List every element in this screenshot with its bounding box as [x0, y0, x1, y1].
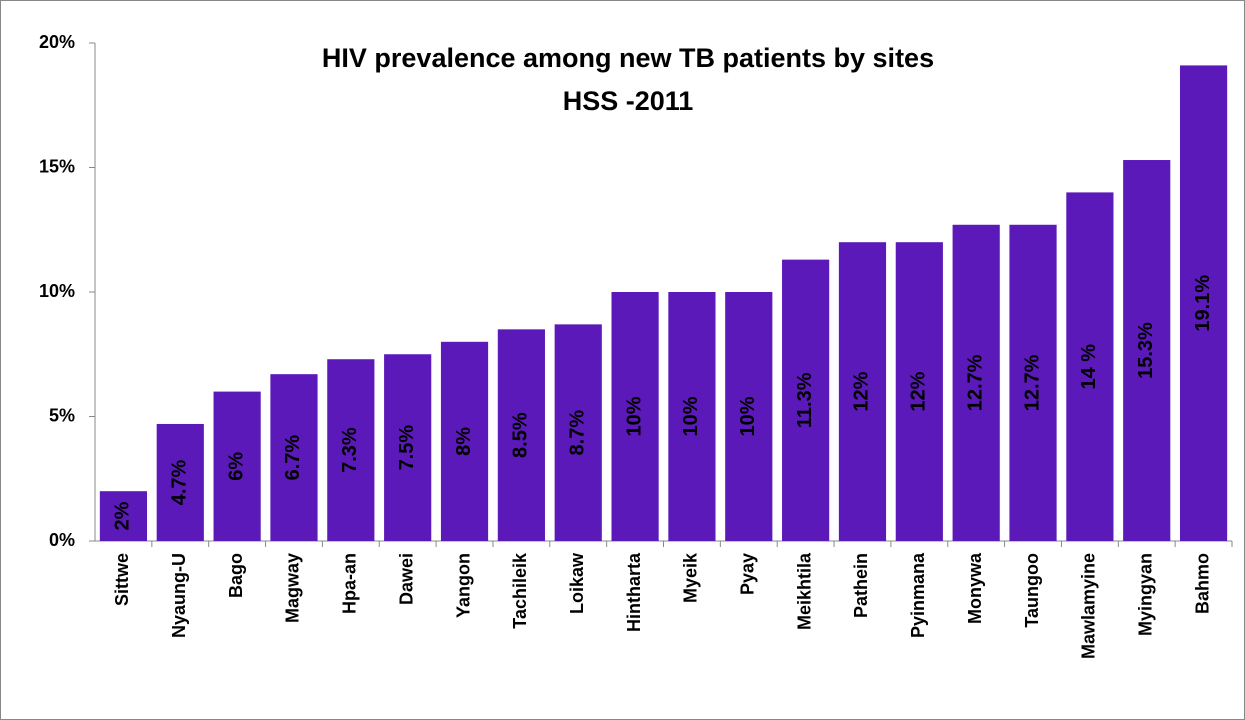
bar: [725, 292, 773, 541]
x-tick-label: Hintharta: [624, 552, 644, 632]
y-tick-label: 20%: [39, 32, 75, 52]
value-label: 10%: [680, 396, 702, 436]
value-label: 19.1%: [1192, 275, 1214, 332]
value-label: 6%: [225, 452, 247, 481]
value-label: 14 %: [1078, 344, 1100, 390]
bar: [895, 242, 943, 541]
bar: [782, 259, 830, 541]
x-tick-label: Pyay: [738, 553, 758, 595]
x-tick-label: Pathein: [851, 553, 871, 618]
value-label: 12.7%: [1021, 354, 1043, 411]
x-tick-label: Pyinmana: [908, 552, 928, 638]
value-label: 8%: [453, 427, 475, 456]
bar: [838, 242, 887, 541]
x-tick-label: Myeik: [681, 552, 701, 603]
bar: [440, 341, 489, 541]
chart-subtitle: HSS -2011: [563, 86, 694, 116]
y-tick-label: 5%: [49, 405, 75, 425]
value-label: 11.3%: [794, 372, 816, 428]
bar: [327, 359, 375, 541]
value-label: 2%: [112, 501, 134, 530]
value-label: 7.3%: [339, 427, 361, 473]
chart-title: HIV prevalence among new TB patients by …: [322, 43, 934, 73]
x-tick-label: Meikhtila: [794, 552, 814, 630]
x-tick-label: Dawei: [396, 553, 416, 605]
bar: [384, 354, 432, 541]
bar: [213, 391, 261, 541]
y-tick-label: 15%: [39, 156, 75, 176]
y-tick-label: 10%: [39, 281, 75, 301]
x-tick-label: Magway: [283, 553, 303, 623]
value-label: 7.5%: [396, 425, 418, 471]
bar: [99, 491, 148, 541]
x-tick-label: Yangon: [453, 553, 473, 618]
x-tick-label: Hpa-an: [340, 553, 360, 614]
bar: [1009, 224, 1057, 541]
bar: [1179, 65, 1228, 541]
value-label: 10%: [737, 396, 759, 436]
value-label: 15.3%: [1135, 322, 1157, 379]
value-label: 8.5%: [510, 412, 532, 458]
x-tick-label: Sittwe: [112, 553, 132, 606]
x-tick-label: Tachileik: [510, 552, 530, 629]
x-tick-label: Taungoo: [1022, 553, 1042, 628]
value-label: 4.7%: [169, 459, 191, 505]
bar: [270, 374, 318, 541]
y-tick-label: 0%: [49, 530, 75, 550]
x-tick-label: Bago: [226, 553, 246, 598]
bar: [497, 329, 545, 541]
x-tick-label: Loikaw: [567, 552, 587, 614]
value-label: 12%: [908, 371, 930, 411]
value-label: 10%: [623, 396, 645, 436]
bar: [611, 292, 659, 541]
bar: [1123, 160, 1171, 541]
bar: [156, 423, 204, 541]
x-tick-label: Nyaung-U: [169, 553, 189, 638]
bar: [668, 292, 716, 541]
value-label: 12.7%: [964, 354, 986, 411]
bar: [1066, 192, 1114, 541]
value-label: 8.7%: [567, 410, 589, 456]
x-tick-label: Monywa: [965, 552, 985, 624]
value-label: 6.7%: [282, 435, 304, 481]
x-tick-label: Bahmo: [1192, 553, 1212, 614]
bar: [952, 224, 1000, 541]
bar: [554, 324, 602, 541]
x-tick-label: Mawlamyine: [1079, 553, 1099, 659]
value-label: 12%: [851, 371, 873, 411]
x-tick-label: Myingyan: [1135, 553, 1155, 636]
